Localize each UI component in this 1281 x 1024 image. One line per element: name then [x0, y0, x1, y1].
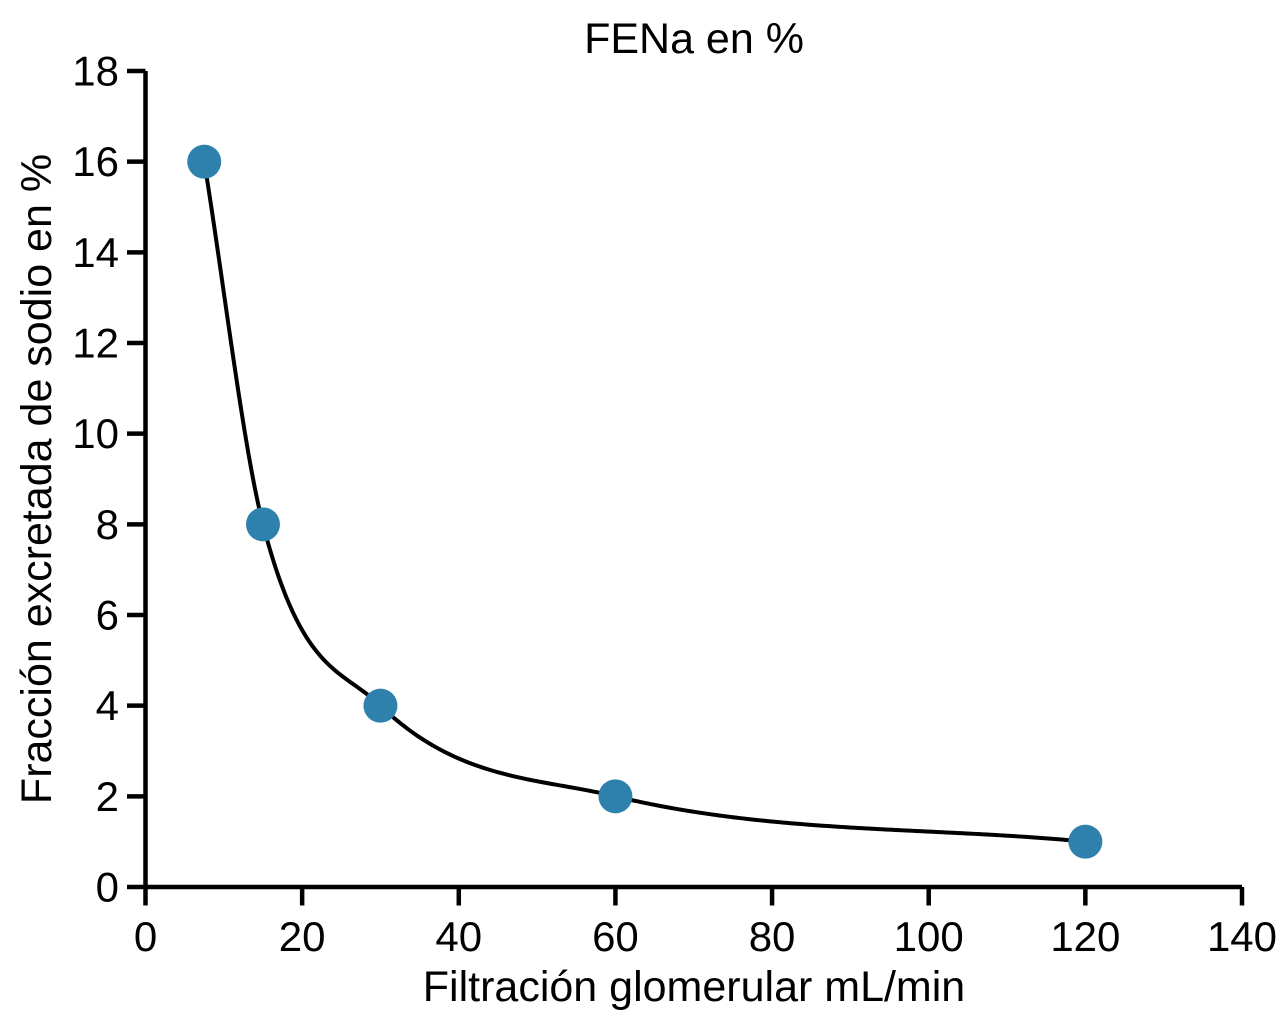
- y-tick-label: 18: [72, 48, 119, 95]
- y-tick-label: 10: [72, 410, 119, 457]
- data-point: [245, 507, 280, 542]
- x-axis-label: Filtración glomerular mL/min: [423, 963, 965, 1011]
- data-curve: [202, 159, 1088, 844]
- chart-title: FENa en %: [584, 15, 804, 63]
- y-axis-label: Fracción excretada de sodio en %: [13, 154, 61, 804]
- y-tick-label: 16: [72, 138, 119, 185]
- y-tick-label: 2: [96, 773, 119, 820]
- axes-layer: 0 20 40 60 80 100 120 140 0 2 4 6 8 10 12 14 16 18: [72, 48, 1277, 961]
- y-tick-label: 4: [96, 682, 119, 729]
- y-tick-label: 14: [72, 229, 119, 276]
- x-tick-label: 60: [592, 913, 639, 960]
- data-point: [598, 779, 633, 814]
- data-point: [187, 144, 222, 179]
- y-tick-label: 6: [96, 592, 119, 639]
- y-tick-label: 12: [72, 320, 119, 367]
- y-tick-label: 0: [96, 864, 119, 911]
- axis-spines: [143, 71, 1242, 890]
- data-series-layer: [187, 144, 1103, 859]
- data-point: [363, 688, 398, 723]
- x-tick-label: 80: [749, 913, 796, 960]
- data-point: [1068, 824, 1103, 859]
- x-tick-label: 20: [279, 913, 326, 960]
- x-tick-label: 0: [134, 913, 157, 960]
- x-tick-label: 100: [894, 913, 964, 960]
- x-tick-label: 120: [1050, 913, 1120, 960]
- x-tick-label: 140: [1207, 913, 1277, 960]
- x-tick-label: 40: [435, 913, 482, 960]
- y-tick-label: 8: [96, 501, 119, 548]
